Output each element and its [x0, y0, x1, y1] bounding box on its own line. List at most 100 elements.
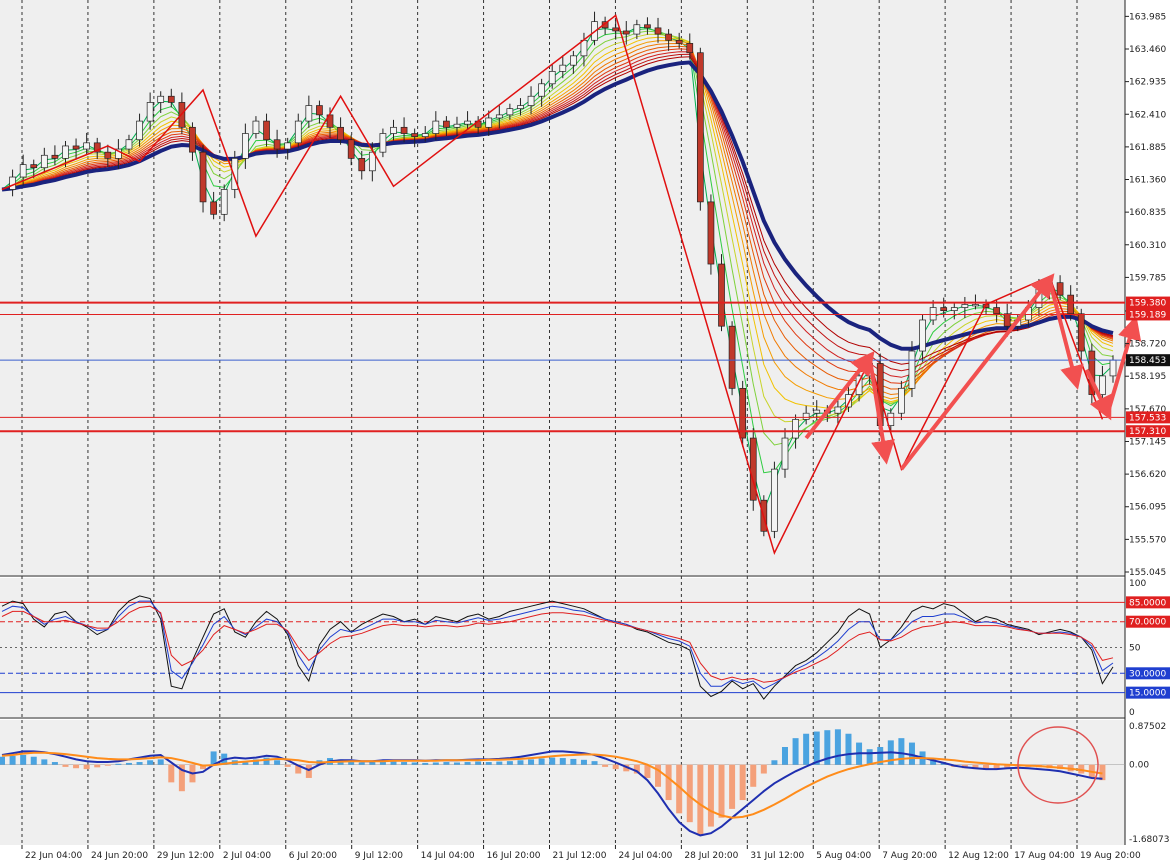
- date-tick-label: 2 Jul 04:00: [223, 851, 272, 861]
- price-tick-label: 157.145: [1129, 437, 1166, 447]
- candle: [802, 412, 810, 420]
- macd-histogram-bar: [168, 764, 175, 783]
- macd-histogram-bar: [570, 758, 577, 765]
- price-tick-label: 161.360: [1129, 176, 1166, 186]
- oscillator-line: [1, 605, 1114, 683]
- date-tick-label: 24 Jul 04:00: [618, 851, 672, 861]
- candle: [580, 39, 588, 57]
- candle: [495, 114, 503, 119]
- price-axis: 163.985 163.460 162.935 162.410 161.885 161.3…: [1125, 12, 1170, 578]
- candle: [908, 350, 916, 389]
- candle: [83, 142, 90, 150]
- candle: [220, 189, 228, 215]
- candle: [601, 21, 609, 29]
- candle: [644, 24, 651, 29]
- price-panel-bg: [0, 0, 1125, 575]
- forecast-arrow: [867, 356, 895, 465]
- candle: [929, 307, 937, 321]
- macd-histogram-bar: [295, 764, 302, 774]
- candle: [51, 154, 59, 159]
- oscillator-level-label: 30.0000: [1129, 669, 1166, 679]
- price-panel: [0, 0, 1126, 845]
- macd-histogram-bar: [252, 759, 259, 765]
- candle: [316, 105, 323, 116]
- candle: [538, 83, 545, 97]
- macd-histogram-bar: [993, 764, 1000, 770]
- macd-histogram-bar: [274, 760, 281, 765]
- candle: [210, 201, 217, 215]
- candle: [337, 126, 344, 141]
- candle: [506, 108, 514, 116]
- date-tick-label: 16 Jul 20:00: [487, 851, 541, 861]
- macd-histogram-bar: [1004, 764, 1011, 768]
- price-tick-label: 163.985: [1129, 12, 1166, 22]
- macd-histogram-bar: [739, 764, 746, 801]
- price-label-box: [1126, 411, 1170, 424]
- macd-histogram-bar: [369, 762, 376, 765]
- candle: [527, 95, 535, 106]
- oscillator-level-box: [1126, 667, 1170, 680]
- macd-line: [1, 750, 1103, 837]
- price-tick-label: 158.720: [1129, 340, 1166, 350]
- candle: [157, 95, 165, 103]
- macd-histogram-bar: [83, 764, 90, 770]
- macd-tick-label: 0.87502: [1129, 722, 1166, 732]
- price-tick-label: 159.785: [1129, 273, 1166, 283]
- price-label: 157.533: [1129, 413, 1166, 423]
- macd-histogram-bar: [729, 764, 736, 809]
- macd-histogram-bar: [676, 764, 683, 814]
- candle: [421, 133, 429, 137]
- ma-line: [1, 51, 1114, 378]
- macd-histogram-bar: [697, 764, 704, 836]
- candle: [231, 158, 239, 190]
- macd-histogram-bar: [686, 764, 693, 823]
- candle: [358, 158, 366, 172]
- candle: [294, 120, 302, 144]
- macd-histogram-bar: [549, 757, 556, 765]
- candle: [146, 102, 154, 122]
- candle: [633, 24, 641, 35]
- price-tick-label: 155.570: [1129, 535, 1166, 545]
- macd-histogram-bar: [9, 755, 16, 765]
- candle: [199, 151, 207, 203]
- candle: [696, 52, 704, 203]
- candle: [242, 133, 249, 159]
- macd-histogram-bar: [263, 757, 270, 765]
- macd-histogram-bar: [972, 764, 979, 770]
- oscillator-level-label: 70.0000: [1129, 618, 1166, 628]
- date-tick-label: 21 Jul 12:00: [553, 851, 607, 861]
- candle: [1109, 359, 1117, 377]
- macd-histogram-bar: [824, 730, 831, 765]
- macd-histogram-bar: [496, 761, 503, 765]
- candle: [115, 148, 122, 159]
- macd-histogram-bar: [94, 764, 101, 768]
- candle: [517, 105, 524, 110]
- forecast-arrows: [804, 273, 1142, 471]
- macd-histogram-bar: [898, 738, 905, 765]
- forecast-arrow: [1047, 279, 1084, 390]
- candle: [273, 139, 281, 150]
- macd-histogram-bar: [41, 759, 48, 765]
- price-label: 158.453: [1129, 356, 1166, 366]
- oscillator-level-box: [1126, 596, 1170, 609]
- ma-line: [1, 48, 1114, 384]
- macd-histogram-bar: [242, 762, 249, 765]
- macd-histogram-bar: [718, 764, 725, 818]
- ma-line: [1, 36, 1114, 409]
- candle: [548, 71, 556, 85]
- date-tick-label: 29 Jun 12:00: [157, 851, 214, 861]
- candle: [718, 263, 725, 327]
- candle: [347, 139, 355, 159]
- macd-histogram-bar: [475, 761, 482, 765]
- price-tick-label: 162.410: [1129, 110, 1166, 120]
- candle: [845, 394, 852, 408]
- macd-histogram-bar: [464, 762, 471, 765]
- forecast-arrow: [1084, 368, 1112, 421]
- candle: [622, 30, 630, 35]
- macd-histogram-bar: [623, 764, 630, 772]
- macd-histogram-bar: [644, 764, 651, 778]
- oscillator-tick-label: 100: [1129, 579, 1146, 589]
- macd-tick-label: -1.68073: [1129, 835, 1169, 845]
- macd-histogram-bar: [771, 760, 778, 765]
- macd-histogram-bar: [781, 747, 788, 765]
